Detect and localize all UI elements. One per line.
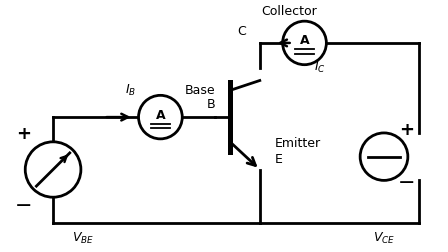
Text: −: −	[14, 196, 32, 216]
Circle shape	[283, 21, 326, 65]
Circle shape	[138, 95, 182, 139]
Text: C: C	[237, 24, 246, 38]
Text: +: +	[16, 125, 31, 143]
Text: A: A	[155, 109, 165, 122]
Circle shape	[25, 142, 81, 197]
Text: −: −	[398, 173, 416, 193]
Text: +: +	[399, 121, 414, 139]
Text: Emitter: Emitter	[275, 137, 321, 150]
Text: $V_{BE}$: $V_{BE}$	[72, 231, 94, 246]
Text: $I_C$: $I_C$	[314, 60, 325, 75]
Text: E: E	[275, 153, 283, 166]
Circle shape	[360, 133, 408, 180]
Text: Base: Base	[185, 84, 215, 97]
Text: B: B	[207, 98, 215, 111]
Text: A: A	[300, 35, 309, 47]
Text: Collector: Collector	[262, 5, 318, 18]
Text: $I_B$: $I_B$	[125, 83, 136, 98]
Text: $V_{CE}$: $V_{CE}$	[373, 231, 395, 246]
